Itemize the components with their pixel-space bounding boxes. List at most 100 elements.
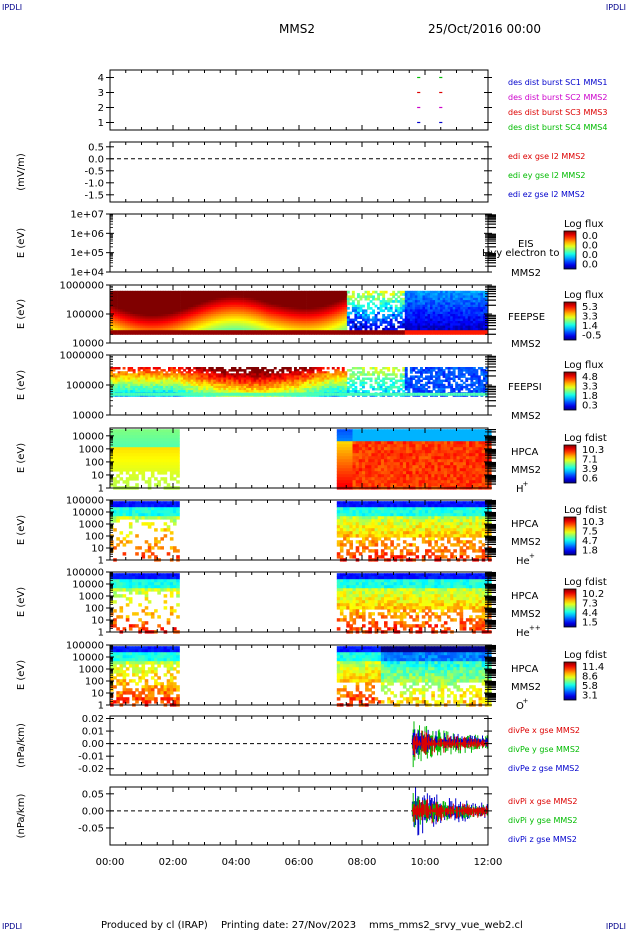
heatmap-cell — [296, 385, 300, 389]
heatmap-cell — [397, 314, 401, 317]
heatmap-cell — [404, 311, 408, 315]
heatmap-cell — [452, 321, 456, 324]
heatmap-cell — [155, 304, 159, 308]
heatmap-cell — [437, 321, 441, 324]
heatmap-cell — [455, 321, 459, 324]
heatmap-cell — [218, 290, 222, 294]
heatmap-cell — [147, 311, 151, 315]
heatmap-cell — [382, 330, 386, 335]
heatmap-cell — [324, 290, 328, 294]
heatmap-cell — [291, 381, 295, 385]
heatmap-cell — [341, 290, 345, 294]
heatmap-cell — [407, 321, 411, 324]
heatmap-cell — [447, 295, 451, 299]
heatmap-cell — [215, 293, 219, 296]
heatmap-cell — [122, 314, 126, 317]
heatmap-cell — [334, 330, 338, 335]
heatmap-cell — [329, 318, 333, 322]
heatmap-cell — [210, 388, 214, 391]
heatmap-cell — [203, 311, 207, 315]
heatmap-cell — [294, 295, 297, 299]
heatmap-cell — [404, 388, 408, 391]
heatmap-cell — [354, 390, 358, 393]
heatmap-cell — [112, 316, 116, 319]
heatmap-cell — [422, 325, 426, 329]
heatmap-cell — [183, 392, 186, 396]
heatmap-cell — [168, 309, 171, 313]
heatmap-cell — [399, 316, 403, 319]
heatmap-cell — [306, 383, 310, 387]
heatmap-cell — [437, 390, 441, 393]
heatmap-cell — [321, 388, 325, 391]
heatmap-cell — [301, 314, 305, 317]
heatmap-cell — [397, 390, 401, 393]
heatmap-cell — [203, 381, 207, 385]
heatmap-cell — [183, 311, 186, 315]
heatmap-cell — [321, 392, 325, 396]
heatmap-cell — [432, 321, 436, 324]
heatmap-cell — [324, 371, 328, 374]
heatmap-cell — [281, 325, 285, 329]
heatmap-cell — [467, 300, 471, 303]
heatmap-cell — [190, 325, 194, 329]
heatmap-cell — [276, 314, 280, 317]
heatmap-cell — [273, 297, 277, 301]
heatmap-cell — [198, 371, 202, 374]
heatmap-cell — [445, 302, 449, 306]
heatmap-cell — [152, 371, 156, 374]
heatmap-cell — [407, 390, 411, 393]
heatmap-cell — [382, 371, 386, 374]
heatmap-cell — [205, 311, 209, 315]
heatmap-cell — [339, 383, 343, 387]
heatmap-cell — [420, 314, 423, 317]
heatmap-cell — [120, 311, 123, 315]
heatmap-cell — [256, 381, 260, 385]
heatmap-cell — [127, 327, 131, 331]
heatmap-cell — [480, 290, 484, 294]
heatmap-cell — [180, 290, 184, 294]
heatmap-cell — [357, 390, 360, 393]
heatmap-cell — [470, 375, 474, 378]
heatmap-cell — [205, 330, 209, 335]
heatmap-cell — [460, 321, 464, 324]
heatmap-cell — [440, 330, 443, 335]
heatmap-cell — [329, 375, 333, 378]
heatmap-cell — [110, 373, 113, 376]
heatmap-cell — [472, 307, 476, 310]
heatmap-cell — [346, 302, 350, 306]
heatmap-cell — [218, 325, 222, 329]
heatmap-cell — [283, 385, 287, 389]
heatmap-cell — [336, 388, 340, 391]
heatmap-cell — [253, 297, 257, 301]
heatmap-cell — [346, 390, 350, 393]
heatmap-cell — [215, 379, 219, 383]
heatmap-cell — [354, 318, 358, 322]
heatmap-cell — [218, 392, 222, 396]
heatmap-cell — [276, 304, 280, 308]
heatmap-cell — [374, 330, 378, 335]
heatmap-cell — [475, 371, 479, 374]
heatmap-cell — [238, 330, 242, 335]
heatmap-cell — [223, 307, 227, 310]
heatmap-cell — [339, 385, 343, 389]
heatmap-cell — [387, 321, 391, 324]
heatmap-cell — [233, 290, 237, 294]
heatmap-cell — [195, 300, 199, 303]
heatmap-cell — [351, 304, 355, 308]
heatmap-cell — [248, 323, 252, 326]
heatmap-cell — [291, 325, 295, 329]
heatmap-cell — [162, 377, 166, 380]
heatmap-cell — [430, 321, 433, 324]
heatmap-cell — [127, 392, 131, 396]
heatmap-cell — [112, 388, 116, 391]
heatmap-cell — [205, 321, 209, 324]
heatmap-cell — [233, 377, 237, 380]
heatmap-cell — [475, 316, 479, 319]
heatmap-cell — [281, 371, 285, 374]
heatmap-cell — [258, 330, 262, 335]
heatmap-cell — [223, 302, 227, 306]
heatmap-cell — [460, 392, 464, 396]
heatmap-cell — [341, 314, 345, 317]
heatmap-cell — [477, 297, 481, 301]
heatmap-cell — [379, 388, 383, 391]
